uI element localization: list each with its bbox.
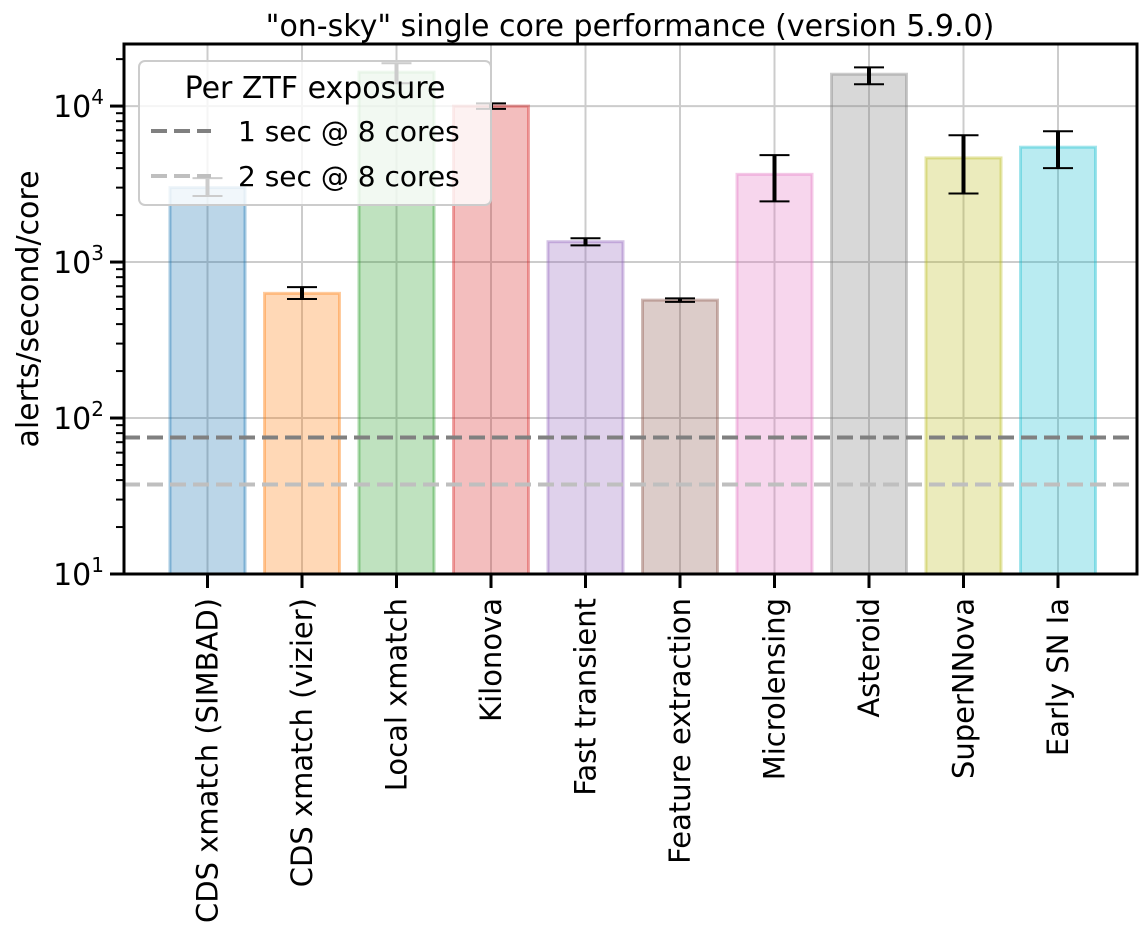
x-tick-label: Asteroid <box>852 598 886 718</box>
chart-title: "on-sky" single core performance (versio… <box>266 9 995 44</box>
x-axis: CDS xmatch (SIMBAD) CDS xmatch (vizier) Lo… <box>191 574 1075 923</box>
y-axis: 101 102 103 104 <box>53 58 124 593</box>
x-tick-label: Kilonova <box>474 598 508 722</box>
reference-lines-layer <box>124 435 1137 487</box>
bar <box>263 291 341 576</box>
legend: Per ZTF exposure 1 sec @ 8 cores 2 sec @… <box>138 60 492 206</box>
y-tick-label: 102 <box>53 397 104 437</box>
x-tick-label: Feature extraction <box>663 598 697 864</box>
legend-label-1: 1 sec @ 8 cores <box>238 115 460 148</box>
x-tick-label: CDS xmatch (vizier) <box>285 598 319 887</box>
bar <box>924 156 1003 576</box>
bar <box>546 240 625 576</box>
bar <box>830 72 908 576</box>
x-tick-label: SuperNNova <box>947 598 981 779</box>
y-tick-label: 103 <box>53 241 104 281</box>
bar <box>735 172 814 576</box>
x-tick-label: Local xmatch <box>380 598 414 791</box>
legend-title: Per ZTF exposure <box>185 71 446 106</box>
bar <box>168 186 247 576</box>
x-tick-label: CDS xmatch (SIMBAD) <box>191 598 225 923</box>
legend-label-2: 2 sec @ 8 cores <box>238 160 460 193</box>
x-tick-label: Microlensing <box>758 598 792 780</box>
x-tick-label: Early SN Ia <box>1041 598 1075 756</box>
y-tick-label: 101 <box>53 553 104 593</box>
x-tick-label: Fast transient <box>569 598 603 796</box>
y-tick-label: 104 <box>53 85 104 125</box>
y-axis-label: alerts/second/core <box>11 170 46 447</box>
bar <box>1019 145 1097 576</box>
legend-box <box>138 60 492 206</box>
